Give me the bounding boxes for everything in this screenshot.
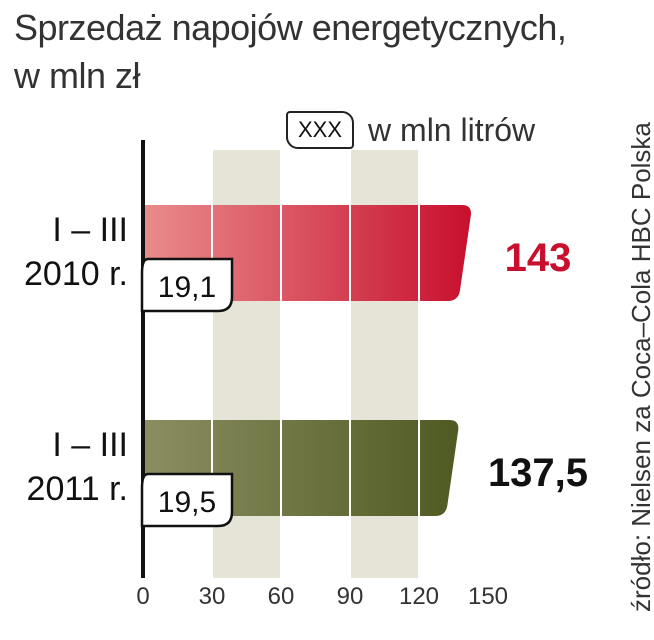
legend: XXX w mln litrów xyxy=(286,108,535,152)
x-tick-label-120: 120 xyxy=(399,583,439,610)
volume-label-2: 19,5 xyxy=(158,486,216,519)
x-tick-label-150: 150 xyxy=(468,583,508,610)
chart-title: Sprzedaż napojów energetycznych, w mln z… xyxy=(14,4,567,100)
labels-group: I – III 2010 r. 19,1 143 I – III 2011 r. 19,5 1… xyxy=(24,211,588,528)
x-tick-label-30: 30 xyxy=(199,583,226,610)
value-label-2: 137,5 xyxy=(488,451,588,495)
legend-volume-box: XXX xyxy=(286,111,355,149)
x-tick-label-0: 0 xyxy=(136,583,149,610)
volume-label-1: 19,1 xyxy=(158,271,216,304)
x-tick-label-60: 60 xyxy=(268,583,295,610)
category-label-1-line-1: I – III xyxy=(52,211,128,249)
volume-box-2 xyxy=(140,472,234,528)
value-label-1: 143 xyxy=(505,236,572,280)
chart-title-line-2: w mln zł xyxy=(14,55,141,96)
category-label-1-line-2: 2010 r. xyxy=(24,255,128,293)
chart-title-line-1: Sprzedaż napojów energetycznych, xyxy=(14,7,567,48)
category-label-2-line-2: 2011 r. xyxy=(27,470,128,508)
bars-group xyxy=(143,205,471,516)
volume-box-1 xyxy=(140,257,234,313)
legend-label: w mln litrów xyxy=(368,111,536,148)
category-label-2-line-1: I – III xyxy=(52,426,128,464)
x-tick-label-90: 90 xyxy=(337,583,364,610)
